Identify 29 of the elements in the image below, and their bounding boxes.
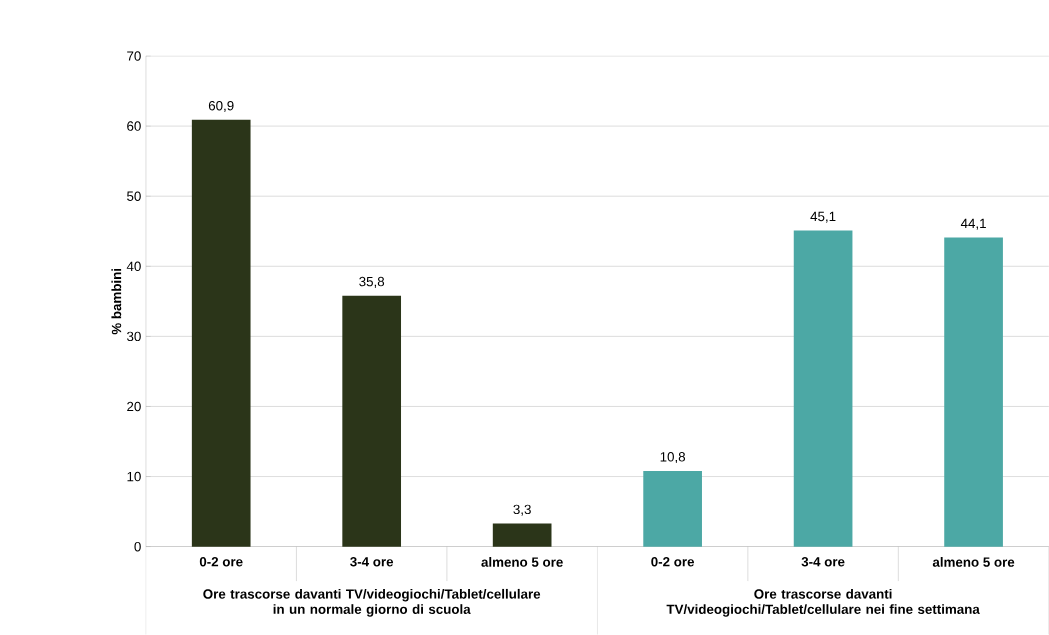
- data-label: 35,8: [359, 276, 385, 288]
- bar: [492, 523, 552, 547]
- y-tick-label: 30: [127, 331, 141, 342]
- data-label: 44,1: [960, 218, 986, 230]
- bar: [191, 119, 251, 547]
- y-tick-label: 40: [126, 261, 141, 272]
- x-tick-label: almeno 5 ore: [481, 557, 563, 567]
- data-label: 10,8: [660, 452, 686, 464]
- bar: [643, 471, 702, 547]
- data-label: 45,1: [810, 211, 836, 223]
- y-tick-label: 60: [127, 121, 141, 131]
- x-tick-label: almeno 5 ore: [932, 557, 1015, 567]
- x-tick-label: 3-4 ore: [350, 557, 394, 567]
- bar: [342, 295, 402, 547]
- y-tick-label: 70: [127, 51, 141, 61]
- y-tick-label: 10: [127, 471, 141, 482]
- data-label: 60,9: [208, 101, 234, 113]
- y-axis-title: % bambini: [111, 269, 122, 335]
- data-label: 3,3: [513, 504, 531, 516]
- text: Ore trascorse davanti TV/videogiochi/Tablet/cellulare in un normale giorno di scuola: [203, 589, 541, 617]
- bar: [944, 237, 1003, 547]
- bar: [793, 230, 853, 547]
- x-tick-label: 0-2 ore: [199, 557, 243, 567]
- y-tick-label: 20: [127, 401, 141, 412]
- x-tick-label: 3-4 ore: [801, 557, 845, 567]
- text: Ore trascorse davanti TV/videogiochi/Tablet/cellulare nei fine settimana: [666, 589, 980, 617]
- x-tick-label: 0-2 ore: [651, 557, 695, 567]
- y-tick-label: 50: [127, 191, 141, 201]
- y-tick-label: 0: [134, 541, 141, 552]
